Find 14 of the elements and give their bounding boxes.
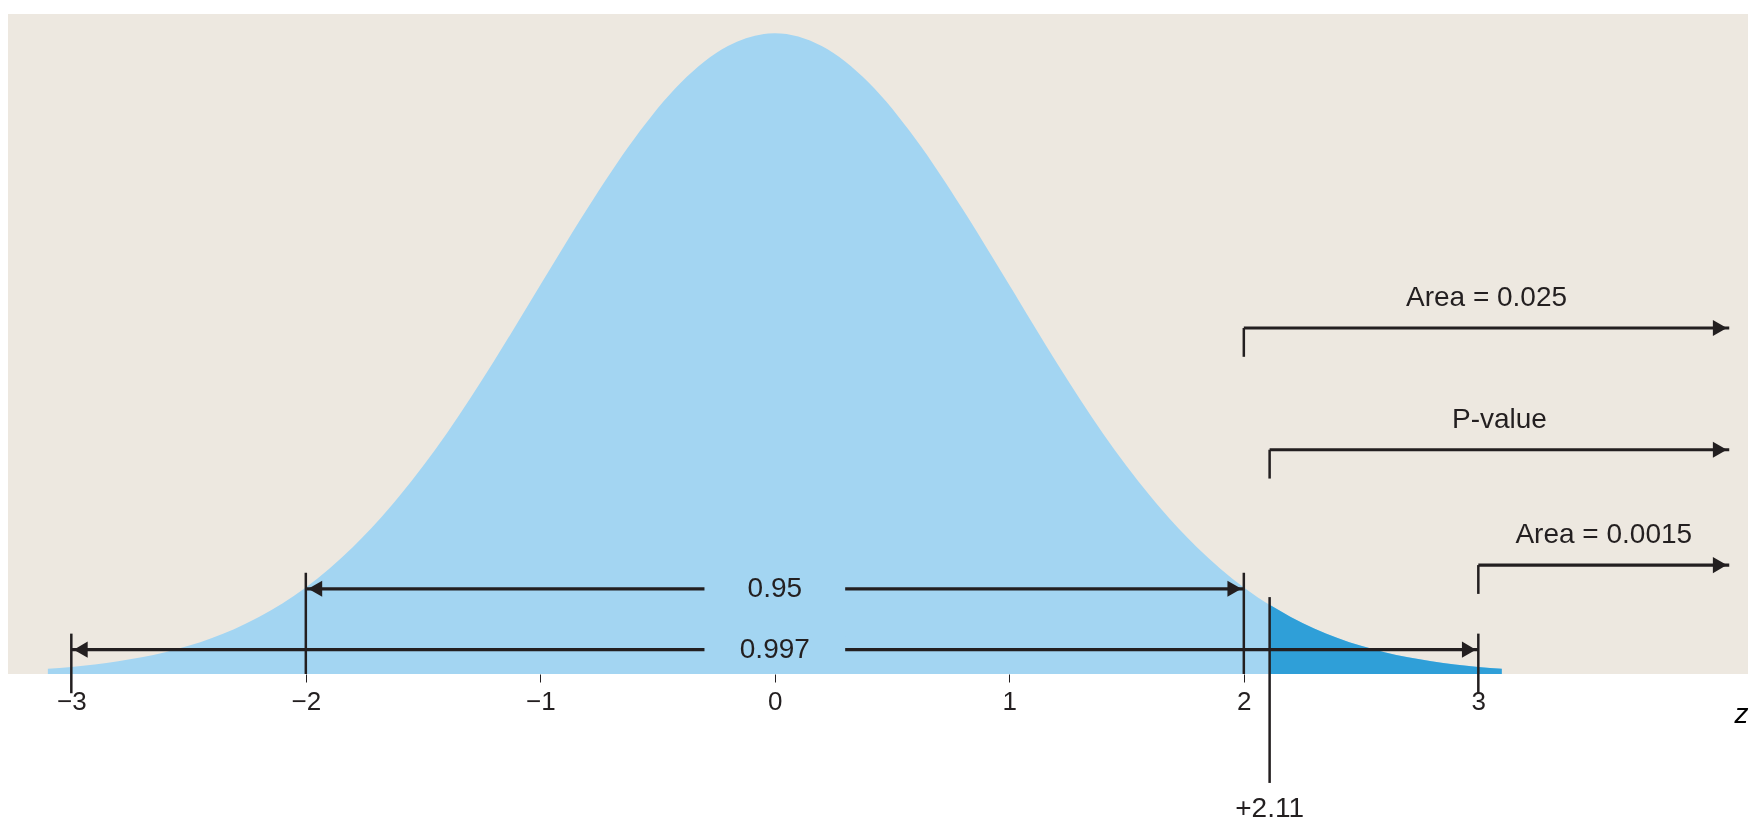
- annotation: 0.95: [747, 571, 803, 603]
- ref-line-label: +2.11: [1235, 791, 1305, 823]
- x-tick-label: −1: [525, 685, 556, 716]
- annotation: P-value: [1451, 402, 1547, 434]
- x-tick-label: 3: [1471, 685, 1487, 716]
- x-tick-label: −2: [291, 685, 322, 716]
- x-tick-label: 1: [1002, 685, 1018, 716]
- x-axis-title: z: [1733, 697, 1749, 729]
- x-tick-label: −3: [56, 685, 87, 716]
- annotation: 0.997: [739, 632, 810, 664]
- x-tick-label: 0: [768, 685, 783, 716]
- x-tick-label: 2: [1237, 685, 1252, 716]
- annotation: Area = 0.0015: [1515, 518, 1693, 550]
- annotation: Area = 0.025: [1405, 280, 1568, 312]
